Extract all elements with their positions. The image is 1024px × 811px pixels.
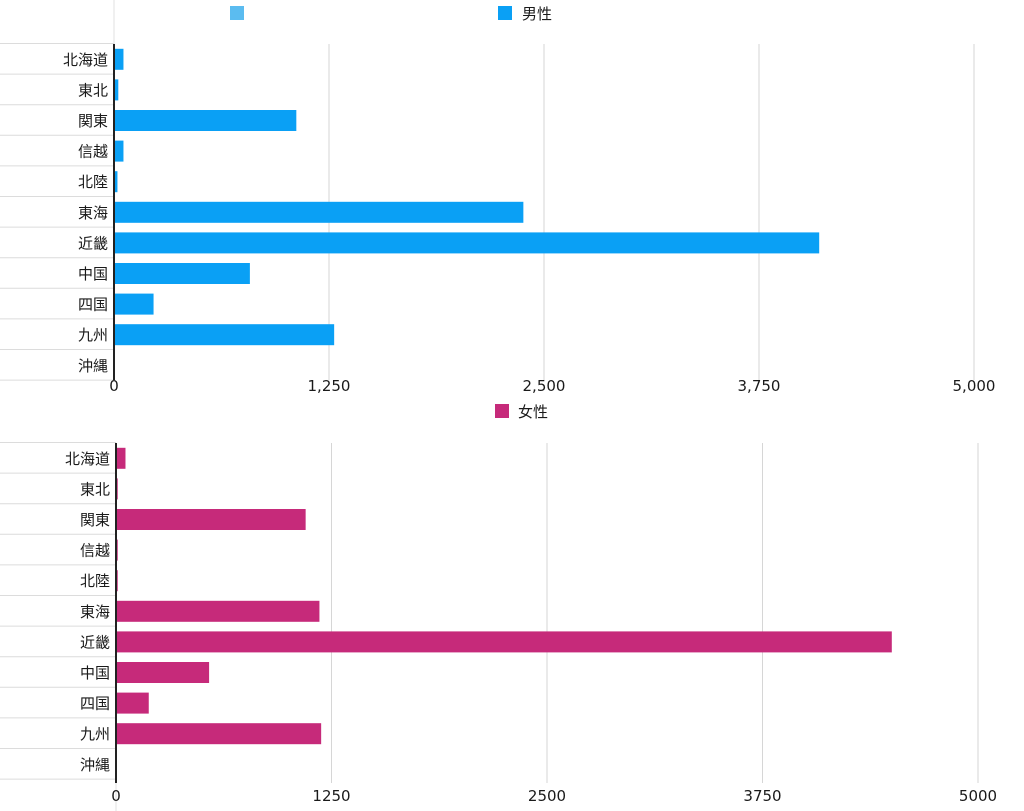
category-label: 沖縄 <box>78 357 108 375</box>
female-bar-5 <box>116 600 320 622</box>
x-tick-label: 2500 <box>528 787 566 805</box>
x-tick-label: 0 <box>109 377 119 395</box>
male-bar-1 <box>114 79 119 101</box>
x-tick-label: 3750 <box>743 787 781 805</box>
male-bar-7 <box>114 263 250 284</box>
male-bar-9 <box>114 324 335 346</box>
legend-swatch-female <box>495 404 509 418</box>
category-label: 九州 <box>80 725 110 743</box>
male-bar-2 <box>114 110 297 131</box>
x-tick-label: 2,500 <box>523 377 566 395</box>
category-label: 中国 <box>80 664 110 682</box>
male-bar-3 <box>114 140 124 162</box>
category-label: 北陸 <box>78 173 108 191</box>
female-bar-7 <box>116 662 210 683</box>
category-label: 信越 <box>80 542 110 560</box>
female-bar-6 <box>116 631 892 653</box>
category-label: 四国 <box>78 296 108 314</box>
category-label: 北陸 <box>80 572 110 590</box>
category-label: 北海道 <box>65 450 110 468</box>
legend-swatch-male <box>498 6 512 20</box>
legend-swatch-unnamed <box>230 6 244 20</box>
female-legend: 女性 <box>495 403 548 421</box>
female-bar-2 <box>116 509 306 530</box>
male-bar-4 <box>114 171 118 193</box>
x-tick-label: 0 <box>111 787 121 805</box>
category-label: 東海 <box>78 204 108 222</box>
category-label: 四国 <box>80 695 110 713</box>
legend-label-female: 女性 <box>518 403 548 421</box>
female-bar-0 <box>116 447 126 469</box>
male-bar-8 <box>114 293 154 315</box>
male-x-tick-labels: 0 1,250 2,500 3,750 5,000 <box>109 377 995 395</box>
category-label: 東北 <box>78 81 108 99</box>
category-label: 東海 <box>80 603 110 621</box>
x-tick-label: 3,750 <box>738 377 781 395</box>
category-label: 近畿 <box>78 234 108 252</box>
x-tick-label: 1250 <box>312 787 350 805</box>
x-tick-label: 5000 <box>959 787 997 805</box>
female-bar-9 <box>116 723 322 745</box>
female-bar-8 <box>116 692 149 714</box>
x-tick-label: 5,000 <box>953 377 996 395</box>
category-label: 北海道 <box>63 51 108 69</box>
category-label: 東北 <box>80 480 110 498</box>
category-label: 九州 <box>78 326 108 344</box>
category-label: 中国 <box>78 265 108 283</box>
x-tick-label: 1,250 <box>308 377 351 395</box>
category-label: 関東 <box>80 511 110 529</box>
male-bar-5 <box>114 201 524 223</box>
legend-label-male: 男性 <box>522 5 552 23</box>
female-bars <box>116 447 892 745</box>
female-x-tick-labels: 0 1250 2500 3750 5000 <box>111 787 997 805</box>
category-label: 信越 <box>78 143 108 161</box>
male-bar-0 <box>114 48 124 70</box>
male-bars <box>114 48 820 346</box>
female-gridlines <box>331 443 979 783</box>
category-label: 沖縄 <box>80 756 110 774</box>
male-bar-6 <box>114 232 820 254</box>
category-label: 関東 <box>78 112 108 130</box>
male-legend: 男性 <box>230 5 552 23</box>
category-label: 近畿 <box>80 633 110 651</box>
